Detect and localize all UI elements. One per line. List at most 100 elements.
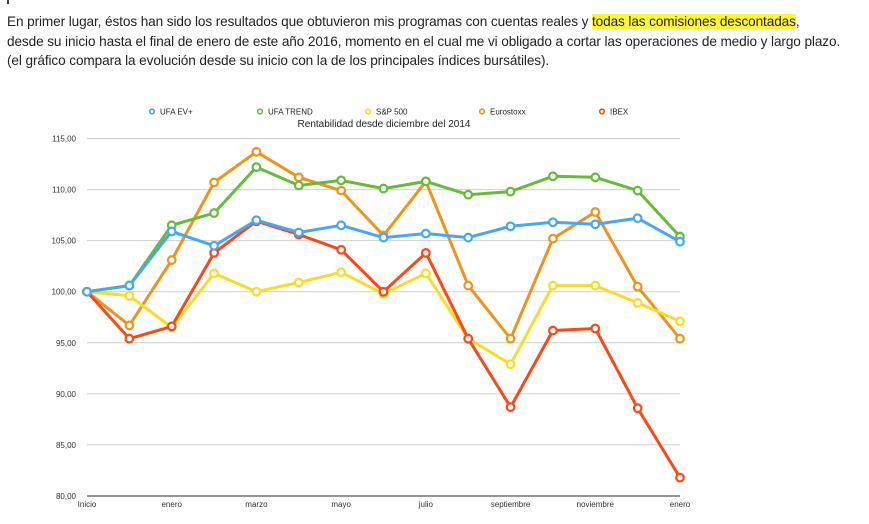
data-point — [166, 321, 177, 332]
intro-line-1-text: En primer lugar, éstos han sido los resu… — [7, 14, 592, 29]
series-ibex — [82, 216, 685, 483]
data-point — [548, 171, 558, 182]
y-tick-label: 95,00 — [56, 339, 77, 348]
x-tick-label: julio — [418, 500, 434, 509]
data-point — [463, 280, 474, 291]
y-tick-label: 85,00 — [56, 441, 77, 450]
data-point — [505, 359, 516, 370]
data-point — [505, 221, 516, 232]
data-point — [505, 186, 516, 197]
data-point — [293, 172, 304, 183]
x-tick-label: mayo — [331, 500, 351, 509]
data-point — [463, 333, 474, 344]
data-point — [293, 180, 304, 191]
data-point — [675, 236, 685, 247]
data-point — [251, 286, 262, 297]
data-point — [632, 213, 643, 224]
series-ufa-ev- — [82, 213, 685, 297]
data-point — [675, 472, 685, 483]
legend-item: S&P 500 — [364, 108, 408, 117]
data-point — [548, 233, 558, 244]
data-point — [632, 185, 643, 196]
data-point — [166, 255, 177, 265]
x-tick-label: enero — [161, 500, 182, 509]
intro-line-1: En primer lugar, éstos han sido los resu… — [7, 12, 867, 32]
data-point — [251, 146, 262, 157]
series-line — [86, 150, 682, 341]
legend-label: Eurostoxx — [490, 108, 526, 117]
intro-line-2: desde su inicio hasta el final de enero … — [7, 33, 841, 49]
x-axis-ticks: Inicio enero marzo mayo julio septiembre novie… — [78, 500, 691, 509]
legend-label: IBEX — [610, 108, 629, 117]
data-point — [209, 177, 219, 188]
legend-marker-icon — [256, 108, 264, 115]
data-point — [124, 280, 135, 291]
chart-series — [82, 146, 685, 483]
data-point — [463, 232, 474, 243]
intro-text: En primer lugar, éstos han sido los resu… — [7, 12, 867, 71]
chart-title: Rentabilidad desde diciembre del 2014 — [298, 119, 471, 130]
data-point — [209, 268, 219, 279]
data-point — [590, 280, 601, 291]
legend-item: UFA EV+ — [148, 108, 193, 117]
x-tick-label: Inicio — [78, 500, 97, 509]
data-point — [378, 232, 389, 243]
data-point — [590, 207, 601, 217]
data-point — [505, 333, 516, 344]
data-point — [420, 176, 431, 187]
data-point — [336, 185, 347, 196]
y-axis-ticks: 80,00 85,00 90,00 95,00 100,00 105,00 110,00 11… — [52, 135, 77, 502]
legend-marker-icon — [364, 108, 372, 115]
data-point — [632, 298, 643, 308]
data-point — [548, 325, 558, 336]
legend-marker-icon — [598, 108, 606, 115]
y-tick-label: 110,00 — [52, 186, 76, 195]
legend-label: UFA EV+ — [160, 108, 193, 117]
data-point — [124, 320, 135, 331]
series-s-p-500 — [82, 267, 685, 370]
data-point — [378, 286, 389, 297]
data-point — [590, 172, 601, 183]
y-tick-label: 105,00 — [52, 237, 77, 246]
data-point — [336, 244, 347, 255]
x-tick-label: noviembre — [577, 500, 615, 509]
x-tick-label: marzo — [245, 500, 268, 509]
data-point — [548, 217, 558, 228]
legend-label: S&P 500 — [376, 108, 408, 117]
data-point — [124, 333, 135, 344]
data-point — [124, 290, 135, 301]
data-point — [675, 333, 685, 344]
data-point — [378, 183, 389, 194]
data-point — [548, 280, 558, 291]
data-point — [293, 277, 304, 288]
data-point — [251, 162, 262, 173]
data-point — [505, 402, 516, 413]
text-fragment — [7, 0, 9, 4]
data-point — [336, 175, 347, 186]
legend-label: UFA TREND — [268, 108, 313, 117]
data-point — [293, 227, 304, 238]
x-tick-label: septiembre — [491, 500, 531, 509]
intro-line-1-end: , — [795, 14, 800, 29]
data-point — [166, 226, 177, 237]
y-tick-label: 100,00 — [52, 288, 77, 297]
legend-marker-icon — [478, 108, 486, 115]
legend-item: Eurostoxx — [478, 108, 526, 117]
legend-marker-icon — [148, 108, 156, 115]
y-tick-label: 80,00 — [56, 492, 77, 501]
data-point — [632, 403, 643, 414]
chart-legend: UFA EV+ UFA TREND S&P 500 Eurostoxx IBEX — [148, 108, 629, 117]
data-point — [675, 316, 685, 327]
highlighted-text: todas las comisiones descontadas — [591, 14, 796, 29]
data-point — [209, 240, 219, 251]
legend-item: IBEX — [598, 108, 629, 117]
data-point — [82, 286, 92, 297]
data-point — [336, 220, 347, 231]
data-point — [632, 281, 643, 292]
intro-line-3: (el gráfico compara la evolución desde s… — [7, 53, 550, 68]
data-point — [590, 219, 601, 230]
y-tick-label: 90,00 — [56, 390, 77, 399]
data-point — [209, 208, 219, 218]
legend-item: UFA TREND — [256, 108, 313, 117]
